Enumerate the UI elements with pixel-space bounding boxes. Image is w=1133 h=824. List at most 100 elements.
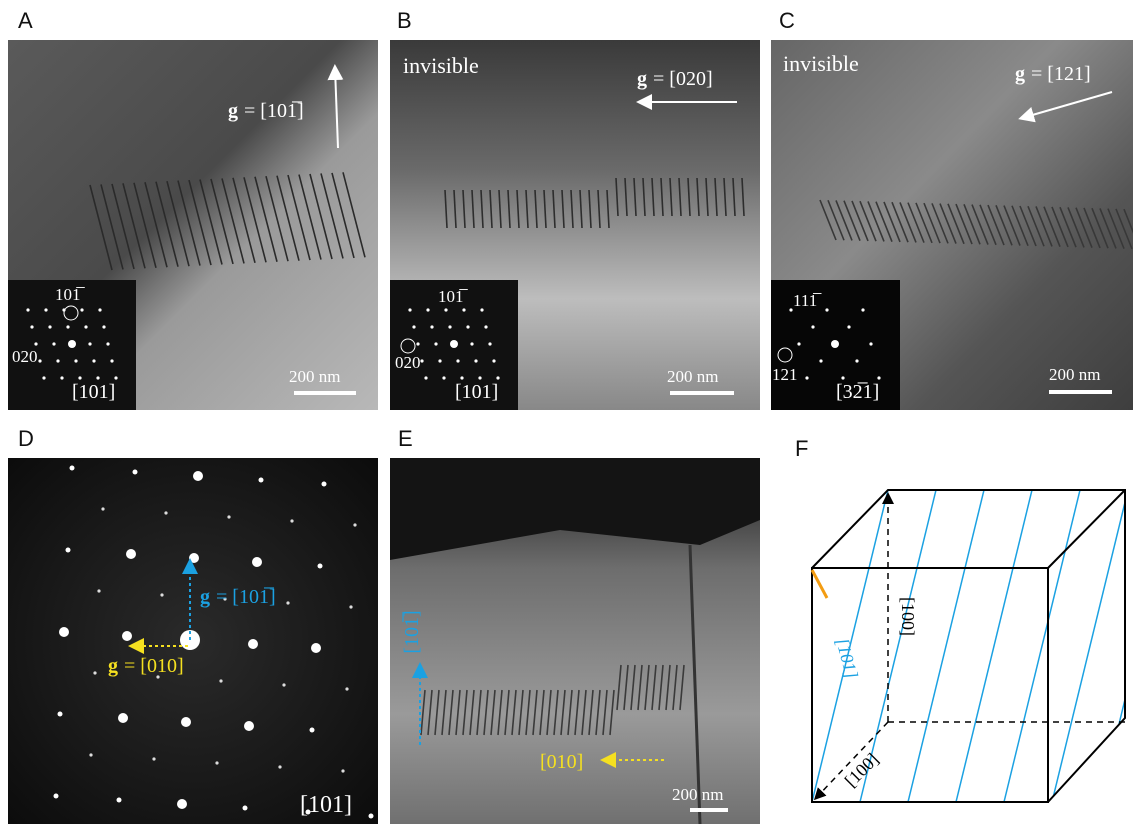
spot [456,359,459,362]
spot [80,308,83,311]
scale-text: 200 nm [667,367,718,386]
spot [877,376,880,379]
spot [66,325,69,328]
spot [825,308,828,311]
g-symbol: g [1015,63,1025,85]
spot [492,359,495,362]
spot [97,589,100,592]
panel-label: E [398,426,413,451]
spot [219,679,222,682]
spot [259,478,264,483]
g-symbol: g [108,655,118,677]
spot [448,325,451,328]
spot [488,342,491,345]
spot [193,471,203,481]
spot [412,325,415,328]
spot [484,325,487,328]
spot [420,359,423,362]
spot [66,548,71,553]
spot [74,359,77,362]
spot [442,376,445,379]
spot [797,342,800,345]
spot [92,359,95,362]
spot [310,728,315,733]
spot [311,643,321,653]
spot [438,359,441,362]
spot [102,325,105,328]
spot [114,376,117,379]
spot [847,325,850,328]
spot [462,308,465,311]
spot-label: 020 [12,347,38,366]
spot-label: 121 [772,365,798,384]
direction-label: [101] [832,636,862,681]
scale-text: 200 nm [1049,365,1100,384]
spot [478,376,481,379]
spot [805,376,808,379]
spot [52,342,55,345]
spot [322,482,327,487]
direction-label: [101̅] [401,610,423,653]
zone-axis: [101] [300,792,352,818]
zone-axis: [101] [72,381,115,403]
spot [30,325,33,328]
spot [164,511,167,514]
spot [181,717,191,727]
spot [444,308,447,311]
spot [60,376,63,379]
spot [278,765,281,768]
scale-bar [1049,390,1112,394]
spot [855,359,858,362]
spot [68,340,76,348]
spot [869,342,872,345]
spot [98,308,101,311]
spot [460,376,463,379]
spot [416,342,419,345]
spot [93,671,96,674]
spot [496,376,499,379]
slip-lines [812,490,1133,802]
spot [89,753,92,756]
spot [286,601,289,604]
g-value: = [101̅] [244,100,304,122]
spot [34,342,37,345]
spot [106,342,109,345]
spot [811,325,814,328]
spot [290,519,293,522]
spot [841,376,844,379]
spot [252,557,262,567]
panel-label: F [795,436,808,461]
scale-bar [690,808,728,812]
spot-label: 020 [395,353,421,372]
spot [831,340,839,348]
spot [861,308,864,311]
spot [110,359,113,362]
panel-label: C [779,8,795,33]
slip-line [956,490,1032,802]
direction-label: [100] [841,749,883,791]
spot [341,769,344,772]
g-value: = [121] [1031,63,1091,85]
spot [118,713,128,723]
spot [42,376,45,379]
spot [369,814,374,819]
scale-bar [670,391,734,395]
cube [812,490,1125,802]
spot [434,342,437,345]
slip-line [908,490,984,802]
spot [126,549,136,559]
spot [26,308,29,311]
spot [450,340,458,348]
spot [133,470,138,475]
figure: A g = [101̅] 101̅ 020 [101] 200 nm B inv… [0,0,1133,824]
spot [244,721,254,731]
note: invisible [403,53,479,78]
spot [58,712,63,717]
spot [70,466,75,471]
spot [248,639,258,649]
spot [349,605,352,608]
spot [152,757,155,760]
spot [78,376,81,379]
panel-label: D [18,426,34,451]
zone-axis: [32̅1] [836,381,879,403]
